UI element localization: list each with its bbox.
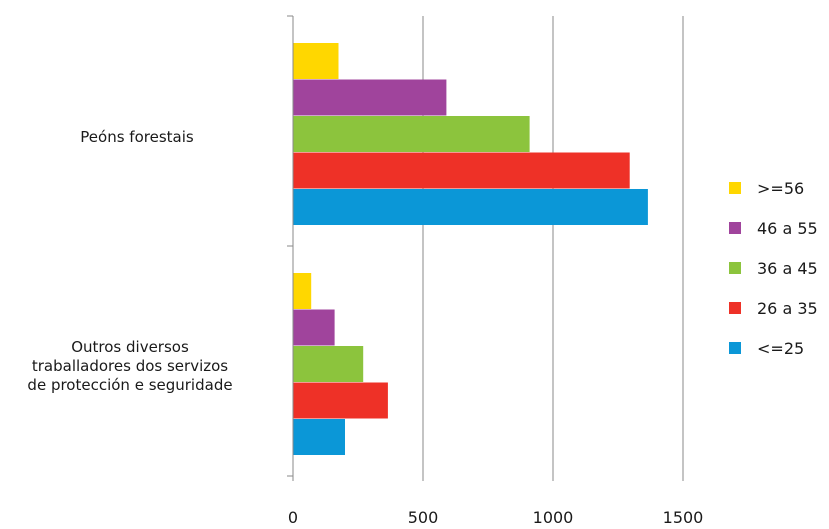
legend-label: 46 a 55	[757, 219, 818, 238]
bar-46-a-55-cat0	[293, 79, 447, 116]
legend: >=56 46 a 55 36 a 45 26 a 35 <=25	[729, 179, 818, 358]
legend-swatch	[729, 302, 741, 314]
bar-56-cat0	[293, 43, 339, 79]
bar-36-a-45-cat0	[293, 116, 530, 152]
bar-25-cat1	[293, 419, 345, 455]
legend-swatch	[729, 222, 741, 234]
legend-swatch	[729, 342, 741, 354]
bar-36-a-45-cat1	[293, 346, 364, 382]
axes	[287, 15, 684, 481]
bar-26-a-35-cat0	[293, 152, 630, 189]
x-tick-label: 0	[288, 508, 298, 527]
bar-25-cat0	[293, 189, 648, 225]
category-label: traballadores dos servizos	[32, 357, 228, 375]
legend-label: >=56	[757, 179, 804, 198]
legend-swatch	[729, 262, 741, 274]
bar-46-a-55-cat1	[293, 309, 335, 346]
bar-56-cat1	[293, 273, 312, 309]
legend-label: <=25	[757, 339, 804, 358]
category-label: Outros diversos	[71, 338, 189, 356]
bar-26-a-35-cat1	[293, 382, 388, 419]
legend-label: 26 a 35	[757, 299, 818, 318]
legend-swatch	[729, 182, 741, 194]
category-label: de protección e seguridade	[27, 376, 232, 394]
category-label: Peóns forestais	[80, 128, 194, 146]
bars	[293, 43, 648, 455]
x-tick-label: 1500	[663, 508, 704, 527]
legend-label: 36 a 45	[757, 259, 818, 278]
labels: 0 500 1000 1500 Peóns forestais Outros divers…	[27, 128, 703, 527]
x-tick-label: 500	[408, 508, 439, 527]
gridlines	[422, 16, 684, 476]
x-tick-label: 1000	[533, 508, 574, 527]
